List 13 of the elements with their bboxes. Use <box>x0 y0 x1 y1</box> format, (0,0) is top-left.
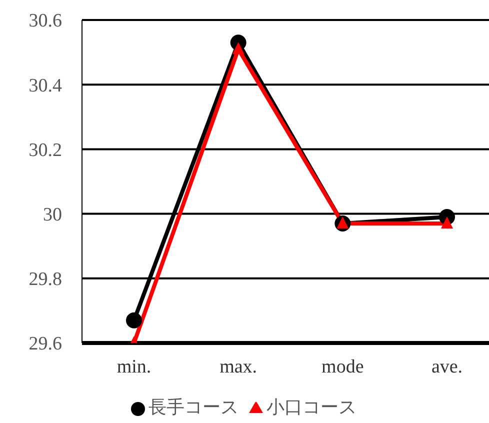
y-tick-label: 29.8 <box>28 269 62 290</box>
x-tick-label: mode <box>322 356 364 378</box>
legend-label: 小口コース <box>266 397 356 417</box>
y-tick-label: 30.4 <box>28 75 62 96</box>
x-tick-label: max. <box>220 356 258 378</box>
y-tick-label: 30 <box>43 204 62 226</box>
legend-label: 長手コース <box>148 397 238 417</box>
y-tick-label: 30.2 <box>28 140 62 161</box>
y-tick-label: 30.6 <box>28 10 62 32</box>
y-tick-label: 29.6 <box>28 334 62 355</box>
x-tick-label: ave. <box>431 356 463 378</box>
point <box>126 312 142 328</box>
x-tick-label: min. <box>116 356 152 378</box>
